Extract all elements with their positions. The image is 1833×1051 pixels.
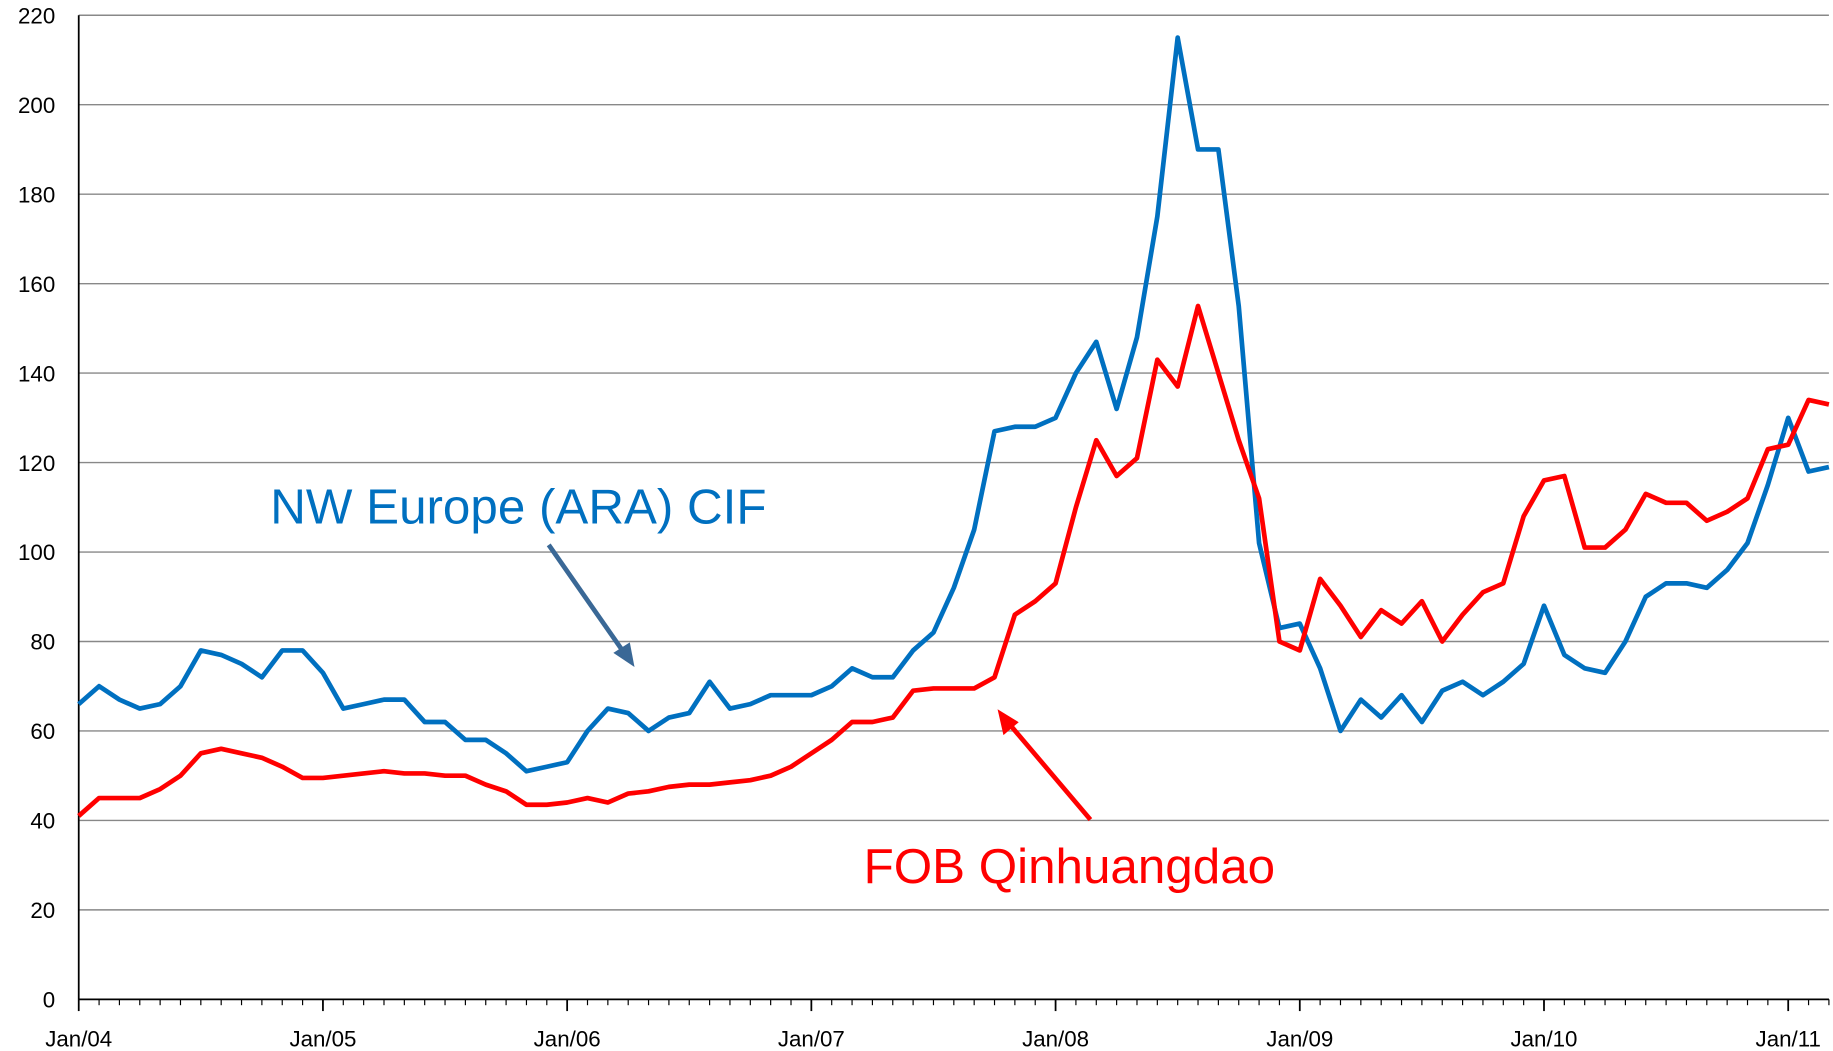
y-tick-label: 80 — [30, 630, 55, 655]
x-tick-label: Jan/07 — [778, 1026, 845, 1051]
x-tick-label: Jan/06 — [534, 1026, 601, 1051]
arrow-head — [997, 709, 1019, 736]
y-tick-label: 140 — [18, 361, 55, 386]
y-tick-label: 160 — [18, 272, 55, 297]
y-tick-label: 180 — [18, 182, 55, 207]
y-tick-label: 200 — [18, 93, 55, 118]
x-tick-label: Jan/10 — [1511, 1026, 1578, 1051]
x-tick-label: Jan/08 — [1022, 1026, 1089, 1051]
x-tick-label: Jan/11 — [1756, 1026, 1821, 1051]
y-tick-label: 120 — [18, 451, 55, 476]
x-tick-label: Jan/05 — [289, 1026, 356, 1051]
series-annotation: FOB Qinhuangdao — [864, 839, 1275, 894]
y-tick-label: 40 — [30, 809, 55, 834]
series-line — [77, 303, 1830, 818]
annotation-arrow — [546, 543, 630, 659]
y-tick-label: 100 — [18, 540, 55, 565]
y-tick-label: 0 — [43, 988, 55, 1013]
y-tick-label: 220 — [18, 3, 55, 28]
y-tick-label: 20 — [30, 898, 55, 923]
x-tick-label: Jan/04 — [45, 1026, 112, 1051]
annotation-arrow — [1004, 718, 1093, 822]
arrow-head — [613, 642, 635, 668]
series-line — [77, 35, 1830, 774]
y-tick-label: 60 — [30, 719, 55, 744]
x-tick-label: Jan/09 — [1266, 1026, 1333, 1051]
series-annotation: NW Europe (ARA) CIF — [270, 480, 766, 535]
